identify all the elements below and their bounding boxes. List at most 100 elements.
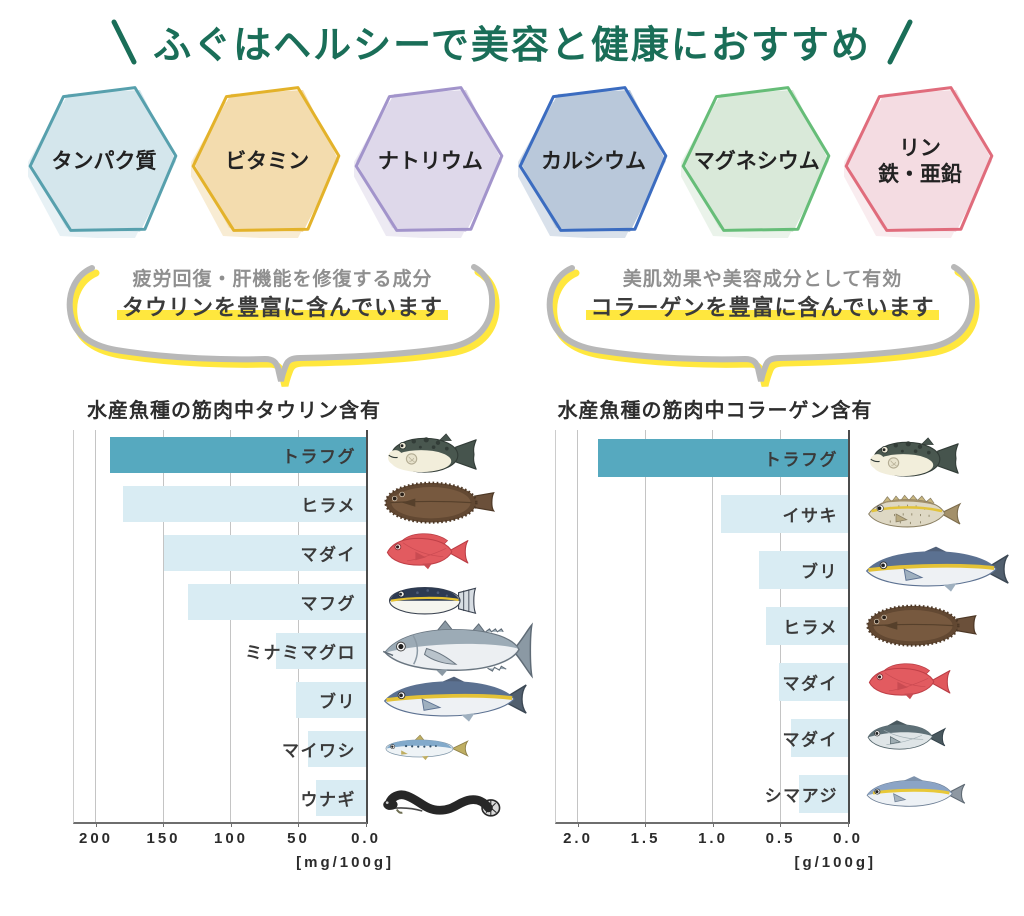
nutrient-label: ナトリウム [377,149,483,173]
bar-ブリ [758,551,848,589]
bar-row: マダイ [74,528,366,577]
axis-tick [298,822,299,827]
hirame-icon [866,604,978,647]
nutrient-label: タンパク質 [51,149,157,173]
fish-illustration-hirame [379,477,511,535]
axis-tick [780,822,781,827]
bar-label: トラフグ [282,447,356,466]
hexagon-shape-icon [28,86,178,238]
bar-row: トラフグ [556,430,848,486]
page-title: ふぐはヘルシーで美容と健康におすすめ [153,22,871,67]
fish-illustration-shimaaji [861,771,979,823]
bar-row: ウナギ [74,773,366,822]
axis-tick-label: 100 [213,830,249,847]
gridline [162,430,164,822]
taurine-callout-bubble: 疲労回復・肝機能を修復する成分 タウリンを豊富に含んでいます [60,258,505,388]
bar-マイワシ [307,730,366,767]
collagen-chart-fish-column [861,430,1024,822]
fish-illustration-maiwashi [379,729,477,773]
fish-illustration-madai-gray [861,717,967,764]
taurine-chart-fish-column [379,430,554,822]
minamimaguro-icon [382,620,534,679]
taurine-chart-title: 水産魚種の筋肉中タウリン含有 [87,400,381,422]
hexagon-shape-icon [680,86,831,238]
fish-illustration-torafugu [379,431,497,483]
buri-icon [383,676,527,722]
taurine-callout-subtext: 疲労回復・肝機能を修復する成分 [132,269,433,290]
gridline [95,430,96,822]
bar-label: ブリ [801,562,838,582]
axis-tick-label: 1.5 [630,830,661,847]
bar-イサキ [721,495,848,533]
fish-illustration-unagi [379,772,507,828]
axis-tick [577,822,579,827]
bar-label: ブリ [319,692,356,711]
bar-label: ウナギ [300,790,356,809]
bar-row: イサキ [556,486,848,542]
fish-illustration-buri [379,670,529,735]
axis-tick [95,822,97,827]
bar-row: ヒラメ [556,598,848,654]
axis-tick-label: 0.0 [351,830,381,847]
axis-tick-label: 150 [146,830,181,847]
axis-tick [847,822,849,827]
nutrient-hexagon-5: マグネシウム [680,86,833,238]
bar-マダイ [163,534,366,571]
bar-ヒラメ [123,485,366,522]
bar-label: ミナミマグロ [245,643,356,662]
mafugu-icon [388,586,477,615]
nutrient-hexagon-4: カルシウム [517,86,670,238]
torafugu-icon [388,433,477,473]
bar-row: ミナミマグロ [74,626,366,675]
axis-unit-label: [mg/100g] [296,854,394,871]
collagen-chart-title: 水産魚種の筋肉中コラーゲン含有 [557,400,873,422]
bar-ミナミマグロ [275,632,366,669]
axis-unit-label: [g/100g] [794,854,876,871]
collagen-bar-chart: トラフグ イサキ ブリ ヒラメ マダイ マダイ シマアジ 2.0 1.5 1.0 0.5 0.0 [g/… [555,430,873,871]
gridline [712,430,713,822]
bar-label: ヒラメ [301,496,356,515]
axis-tick-label: 0.5 [765,830,796,847]
maiwashi-icon [385,734,469,761]
madai-gray-icon [867,720,947,750]
fish-illustration-buri [861,540,1011,605]
bar-label: マイワシ [282,741,356,760]
bar-ヒラメ [765,607,848,645]
bar-row: トラフグ [74,430,366,479]
fish-illustration-hirame [861,600,993,658]
bar-row: マフグ [74,577,366,626]
shimaaji-icon [866,776,966,807]
nutrient-label: リン 鉄・亜鉛 [877,136,962,186]
hexagon-shape-icon [517,86,667,238]
axis-tick-label: 50 [287,830,310,847]
nutrient-hexagon-6: リン 鉄・亜鉛 [843,86,996,238]
bar-トラフグ [109,436,366,473]
hexagon-shape-icon [191,86,341,238]
bar-マダイ [779,663,848,701]
nutrient-label: ビタミン [225,149,310,173]
nutrient-hexagon-row: タンパク質 ビタミン ナトリウム カルシウム マグネシウム [0,86,1024,238]
title-slash-mark [887,19,913,64]
nutrient-hexagon-1: タンパク質 [28,86,180,238]
bar-label: マフグ [300,594,356,613]
bar-row: マダイ [556,710,848,766]
hexagon-shape-icon [354,86,504,238]
axis-tick-label: 1.0 [698,830,728,847]
hexagon-shape-icon [843,86,994,238]
buri-icon [865,546,1009,592]
bar-label: シマアジ [764,786,838,806]
nutrient-hexagon-2: ビタミン [191,86,343,238]
taurine-callout-maintext: タウリンを豊富に含んでいます [60,290,505,322]
bar-ウナギ [316,779,366,816]
fish-illustration-mafugu [379,578,497,630]
axis-tick [163,822,164,827]
bar-row: マダイ [556,654,848,710]
torafugu-icon [870,437,959,477]
nutrient-label: マグネシウム [693,149,820,173]
bar-マフグ [187,583,366,620]
fish-illustration-isaki [861,491,977,542]
bar-label: トラフグ [764,450,838,470]
gridline [577,430,578,822]
axis-tick [712,822,714,827]
fish-illustration-minamimaguro [379,619,537,687]
